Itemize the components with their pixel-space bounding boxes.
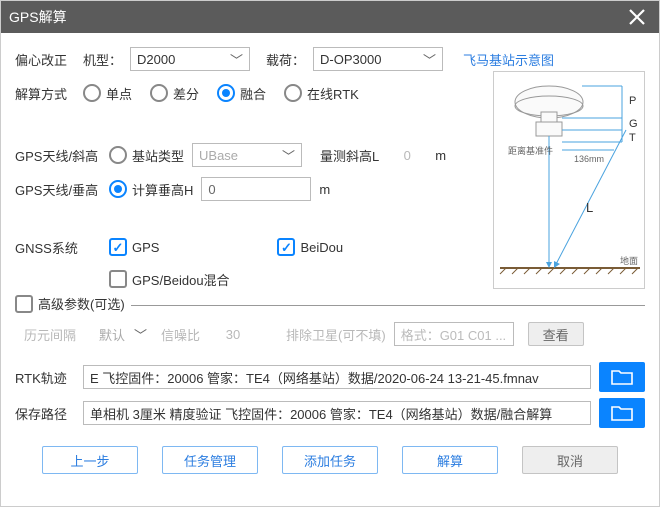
rtk-path-label: RTK轨迹 (15, 368, 75, 387)
snr-label: 信噪比 (161, 325, 200, 344)
save-path-input[interactable]: 单相机 3厘米 精度验证 飞控固件：20006 管家：TE4（网络基站）数据/融… (83, 401, 591, 425)
svg-text:136mm: 136mm (574, 154, 604, 164)
chevron-down-icon: ﹀ (230, 50, 243, 69)
solve-mode-diff[interactable]: 差分 (150, 84, 199, 103)
close-icon (628, 8, 646, 26)
exclude-label: 排除卫星(可不填) (286, 325, 386, 344)
diagram-label-p: P (629, 95, 636, 107)
add-task-button[interactable]: 添加任务 (282, 446, 378, 474)
solve-mode-fusion[interactable]: 融合 (217, 84, 266, 103)
rtk-path-browse-button[interactable] (599, 362, 645, 392)
calc-vert-unit: m (319, 182, 330, 197)
calc-vert-input[interactable]: 0 (201, 177, 311, 201)
base-station-diagram: P G T 136mm 距离基准件 L 地面 (493, 71, 645, 289)
calc-vert-radio[interactable]: 计算垂高H (109, 180, 193, 199)
model-select[interactable]: D2000 ﹀ (130, 47, 250, 71)
antenna-slant-label: GPS天线/斜高 (15, 146, 101, 165)
row-advanced: 历元间隔 默认 ﹀ 信噪比 30 排除卫星(可不填) 格式：G01 C01 ..… (15, 320, 645, 348)
save-path-browse-button[interactable] (599, 398, 645, 428)
task-manage-button[interactable]: 任务管理 (162, 446, 258, 474)
close-button[interactable] (623, 3, 651, 31)
payload-select[interactable]: D-OP3000 ﹀ (313, 47, 443, 71)
button-bar: 上一步 任务管理 添加任务 解算 取消 (15, 434, 645, 488)
model-label: 机型： (83, 50, 122, 69)
meas-slant-unit: m (435, 148, 446, 163)
advanced-group: 高级参数(可选) 历元间隔 默认 ﹀ 信噪比 30 排除卫星(可不填) 格式：G… (15, 305, 645, 348)
rtk-path-input[interactable]: E 飞控固件：20006 管家：TE4（网络基站）数据/2020-06-24 1… (83, 365, 591, 389)
gnss-label: GNSS系统 (15, 238, 101, 257)
save-path-label: 保存路径 (15, 404, 75, 423)
svg-text:地面: 地面 (620, 255, 638, 266)
diagram-label-g: G (629, 118, 638, 130)
folder-icon (611, 368, 633, 386)
solve-mode-rtk[interactable]: 在线RTK (284, 84, 359, 103)
folder-icon (611, 404, 633, 422)
window-title: GPS解算 (9, 7, 623, 27)
dialog-body: P G T 136mm 距离基准件 L 地面 偏心改正 机型： D2000 ﹀ (1, 33, 659, 506)
svg-text:距离基准件: 距离基准件 (508, 145, 553, 156)
chevron-down-icon: ﹀ (282, 146, 295, 165)
antenna-vert-label: GPS天线/垂高 (15, 180, 101, 199)
row-save-path: 保存路径 单相机 3厘米 精度验证 飞控固件：20006 管家：TE4（网络基站… (15, 398, 645, 428)
chevron-down-icon: ﹀ (423, 50, 436, 69)
payload-value: D-OP3000 (320, 52, 417, 67)
snr-value: 30 (208, 327, 258, 342)
model-value: D2000 (137, 52, 224, 67)
advanced-check[interactable]: 高级参数(可选) (15, 294, 125, 313)
base-type-select[interactable]: UBase ﹀ (192, 143, 302, 167)
cancel-button[interactable]: 取消 (522, 446, 618, 474)
solve-button[interactable]: 解算 (402, 446, 498, 474)
diagram-label-l: L (586, 200, 593, 215)
gnss-mix-check[interactable]: GPS/Beidou混合 (109, 270, 230, 289)
solve-mode-single[interactable]: 单点 (83, 84, 132, 103)
gnss-beidou-check[interactable]: BeiDou (277, 238, 343, 256)
gps-solve-dialog: GPS 解算 (0, 0, 660, 507)
epoch-select[interactable]: 默认 ﹀ (93, 322, 153, 346)
prev-button[interactable]: 上一步 (42, 446, 138, 474)
offset-correction-label: 偏心改正 (15, 50, 67, 69)
row-rtk-path: RTK轨迹 E 飞控固件：20006 管家：TE4（网络基站）数据/2020-0… (15, 362, 645, 392)
chevron-down-icon: ﹀ (134, 325, 147, 344)
base-type-value: UBase (199, 148, 276, 163)
row-top: 偏心改正 机型： D2000 ﹀ 载荷： D-OP3000 ﹀ 飞马基站示意图 (15, 45, 645, 73)
base-type-radio[interactable]: 基站类型 (109, 146, 184, 165)
view-button[interactable]: 查看 (528, 322, 584, 346)
solve-mode-label: 解算方式 (15, 84, 75, 103)
titlebar: GPS解算 (1, 1, 659, 33)
diagram-label-t: T (629, 132, 636, 144)
meas-slant-value: 0 (387, 148, 427, 163)
epoch-label: 历元间隔 (15, 325, 85, 344)
meas-slant-label: 量测斜高L (320, 146, 379, 165)
base-diagram-link[interactable]: 飞马基站示意图 (463, 50, 554, 69)
exclude-input[interactable]: 格式：G01 C01 ... (394, 322, 514, 346)
payload-label: 载荷： (266, 50, 305, 69)
gnss-gps-check[interactable]: GPS (109, 238, 159, 256)
